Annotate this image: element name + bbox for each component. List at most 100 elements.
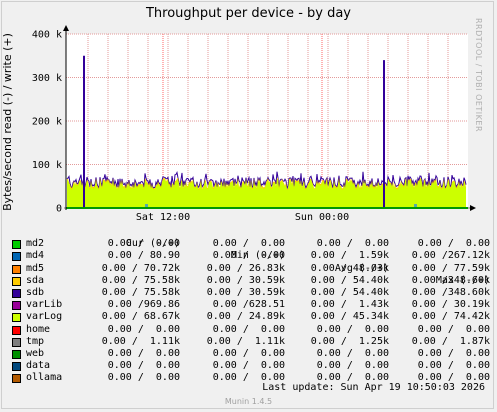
legend-swatch [12,264,21,274]
header-cur: Cur (-/+) [125,238,180,250]
legend-cur: 0.00 / 1.11k [101,335,180,347]
legend-swatch [12,325,21,335]
header-min: Min (-/+) [230,250,285,262]
legend-row-tmp: tmp 0.00 / 1.11k 0.00 / 1.11k 0.00 / 1.25k 0… [12,336,492,348]
legend-avg: 0.00 / 48.03k [310,262,389,274]
legend-swatch [12,288,21,298]
legend-cur: 0.00 / 0.00 [107,347,180,359]
legend-row-home: home 0.00 / 0.00 0.00 / 0.00 0.00 / 0.00 0.0… [12,324,492,336]
legend-min: 0.00 / 30.59k [206,286,285,298]
legend-name: tmp [26,335,45,347]
legend-avg: 0.00 / 0.00 [316,347,389,359]
y-tick-label: 0 [56,204,62,215]
legend-cur: 0.00 / 0.00 [107,372,180,384]
legend-table: Cur (-/+) Min (-/+) Avg (-/+) Max (-/+) … [12,226,492,384]
y-tick-label: 400 k [32,30,62,41]
legend-avg: 0.00 / 1.59k [310,250,389,262]
legend-cur: 0.00 / 68.67k [101,311,180,323]
legend-max: 0.00 / 30.19k [411,299,490,311]
legend-row-varLib: varLib 0.00 /969.86 0.00 /628.51 0.00 / 1.4… [12,299,492,311]
legend-row-data: data 0.00 / 0.00 0.00 / 0.00 0.00 / 0.00 0.0… [12,360,492,372]
series-sdb-line [66,170,467,191]
legend-min: 0.00 / 1.11k [206,335,285,347]
legend-avg: 0.00 / 0.00 [316,238,389,250]
series-varLog-area [67,179,466,208]
legend-max: 0.00 /267.12k [411,250,490,262]
legend-swatch [12,240,21,250]
header-max: Max (-/+) [435,274,490,286]
legend-avg: 0.00 / 54.40k [310,274,389,286]
y-tick-label: 300 k [32,73,62,84]
legend-swatch [12,301,21,311]
legend-max: 0.00 /348.60k [411,274,490,286]
legend-row-sda: sda 0.00 / 75.58k 0.00 / 30.59k 0.00 / 54.4… [12,275,492,287]
legend-name: data [26,360,51,372]
legend-name: home [26,323,51,335]
legend-header: Cur (-/+) Min (-/+) Avg (-/+) Max (-/+) [12,226,492,286]
legend-cur: 0.00 / 75.58k [101,274,180,286]
legend-cur: 0.00 / 70.72k [101,262,180,274]
legend-max: 0.00 / 1.87k [411,335,490,347]
legend-max: 0.00 / 0.00 [417,347,490,359]
legend-swatch [12,337,21,347]
legend-name: sda [26,274,45,286]
legend-name: varLog [26,311,63,323]
legend-cur: 0.00 / 75.58k [101,286,180,298]
legend-cur: 0.00 / 0.00 [107,360,180,372]
legend-swatch [12,362,21,372]
legend-min: 0.00 /628.51 [212,299,285,311]
legend-name: md5 [26,262,45,274]
legend-row-varLog: varLog 0.00 / 68.67k 0.00 / 24.89k 0.00 / 4… [12,311,492,323]
y-tick-label: 200 k [32,117,62,128]
legend-cur: 0.00 /969.86 [107,299,180,311]
legend-min: 0.00 / 30.59k [206,274,285,286]
legend-min: 0.00 / 0.00 [212,323,285,335]
legend-cur: 0.00 / 0.00 [107,238,180,250]
legend-min: 0.00 / 0.00 [212,347,285,359]
legend-name: ollama [26,372,63,384]
legend-max: 0.00 /348.60k [411,286,490,298]
x-tick-label: Sat 12:00 [136,212,190,223]
chart-title: Throughput per device - by day [145,6,352,21]
legend-avg: 0.00 / 45.34k [310,311,389,323]
legend-max: 0.00 / 0.00 [417,360,490,372]
y-axis-arrow [63,25,69,31]
y-tick-label: 100 k [32,160,62,171]
legend-max: 0.00 / 74.42k [411,311,490,323]
legend-cur: 0.00 / 0.00 [107,323,180,335]
legend-swatch [12,374,21,384]
legend-min: 0.00 / 26.83k [206,262,285,274]
legend-swatch [12,276,21,286]
munin-version: Munin 1.4.5 [224,397,273,406]
legend-avg: 0.00 / 1.25k [310,335,389,347]
legend-row-ollama: ollama 0.00 / 0.00 0.00 / 0.00 0.00 / 0.00 0… [12,372,492,384]
legend-max: 0.00 / 0.00 [417,323,490,335]
x-axis-arrow [470,205,476,211]
legend-min: 0.00 / 0.00 [212,360,285,372]
legend-avg: 0.00 / 0.00 [316,360,389,372]
tmp-mark [414,204,417,208]
legend-max: 0.00 / 0.00 [417,372,490,384]
legend-avg: 0.00 / 0.00 [316,372,389,384]
legend-avg: 0.00 / 1.43k [310,299,389,311]
legend-swatch [12,313,21,323]
throughput-chart: 0 100 k 200 k 300 k 400 k Sat 12:00 Sun 00:00 [32,25,476,223]
legend-swatch [12,349,21,359]
legend-min: 0.00 / 0.00 [212,372,285,384]
legend-name: varLib [26,299,63,311]
legend-row-md5: md5 0.00 / 70.72k 0.00 / 26.83k 0.00 / 48.0… [12,263,492,275]
legend-min: 0.00 / 0.00 [212,250,285,262]
legend-name: md4 [26,250,45,262]
tmp-mark [145,204,148,208]
legend-name: md2 [26,238,45,250]
legend-row-sdb: sdb 0.00 / 75.58k 0.00 / 30.59k 0.00 / 54.4… [12,287,492,299]
legend-max: 0.00 / 0.00 [417,238,490,250]
legend-min: 0.00 / 0.00 [212,238,285,250]
legend-cur: 0.00 / 80.90 [107,250,180,262]
legend-min: 0.00 / 24.89k [206,311,285,323]
x-tick-label: Sun 00:00 [295,212,349,223]
legend-avg: 0.00 / 0.00 [316,323,389,335]
legend-max: 0.00 / 77.59k [411,262,490,274]
legend-swatch [12,252,21,262]
